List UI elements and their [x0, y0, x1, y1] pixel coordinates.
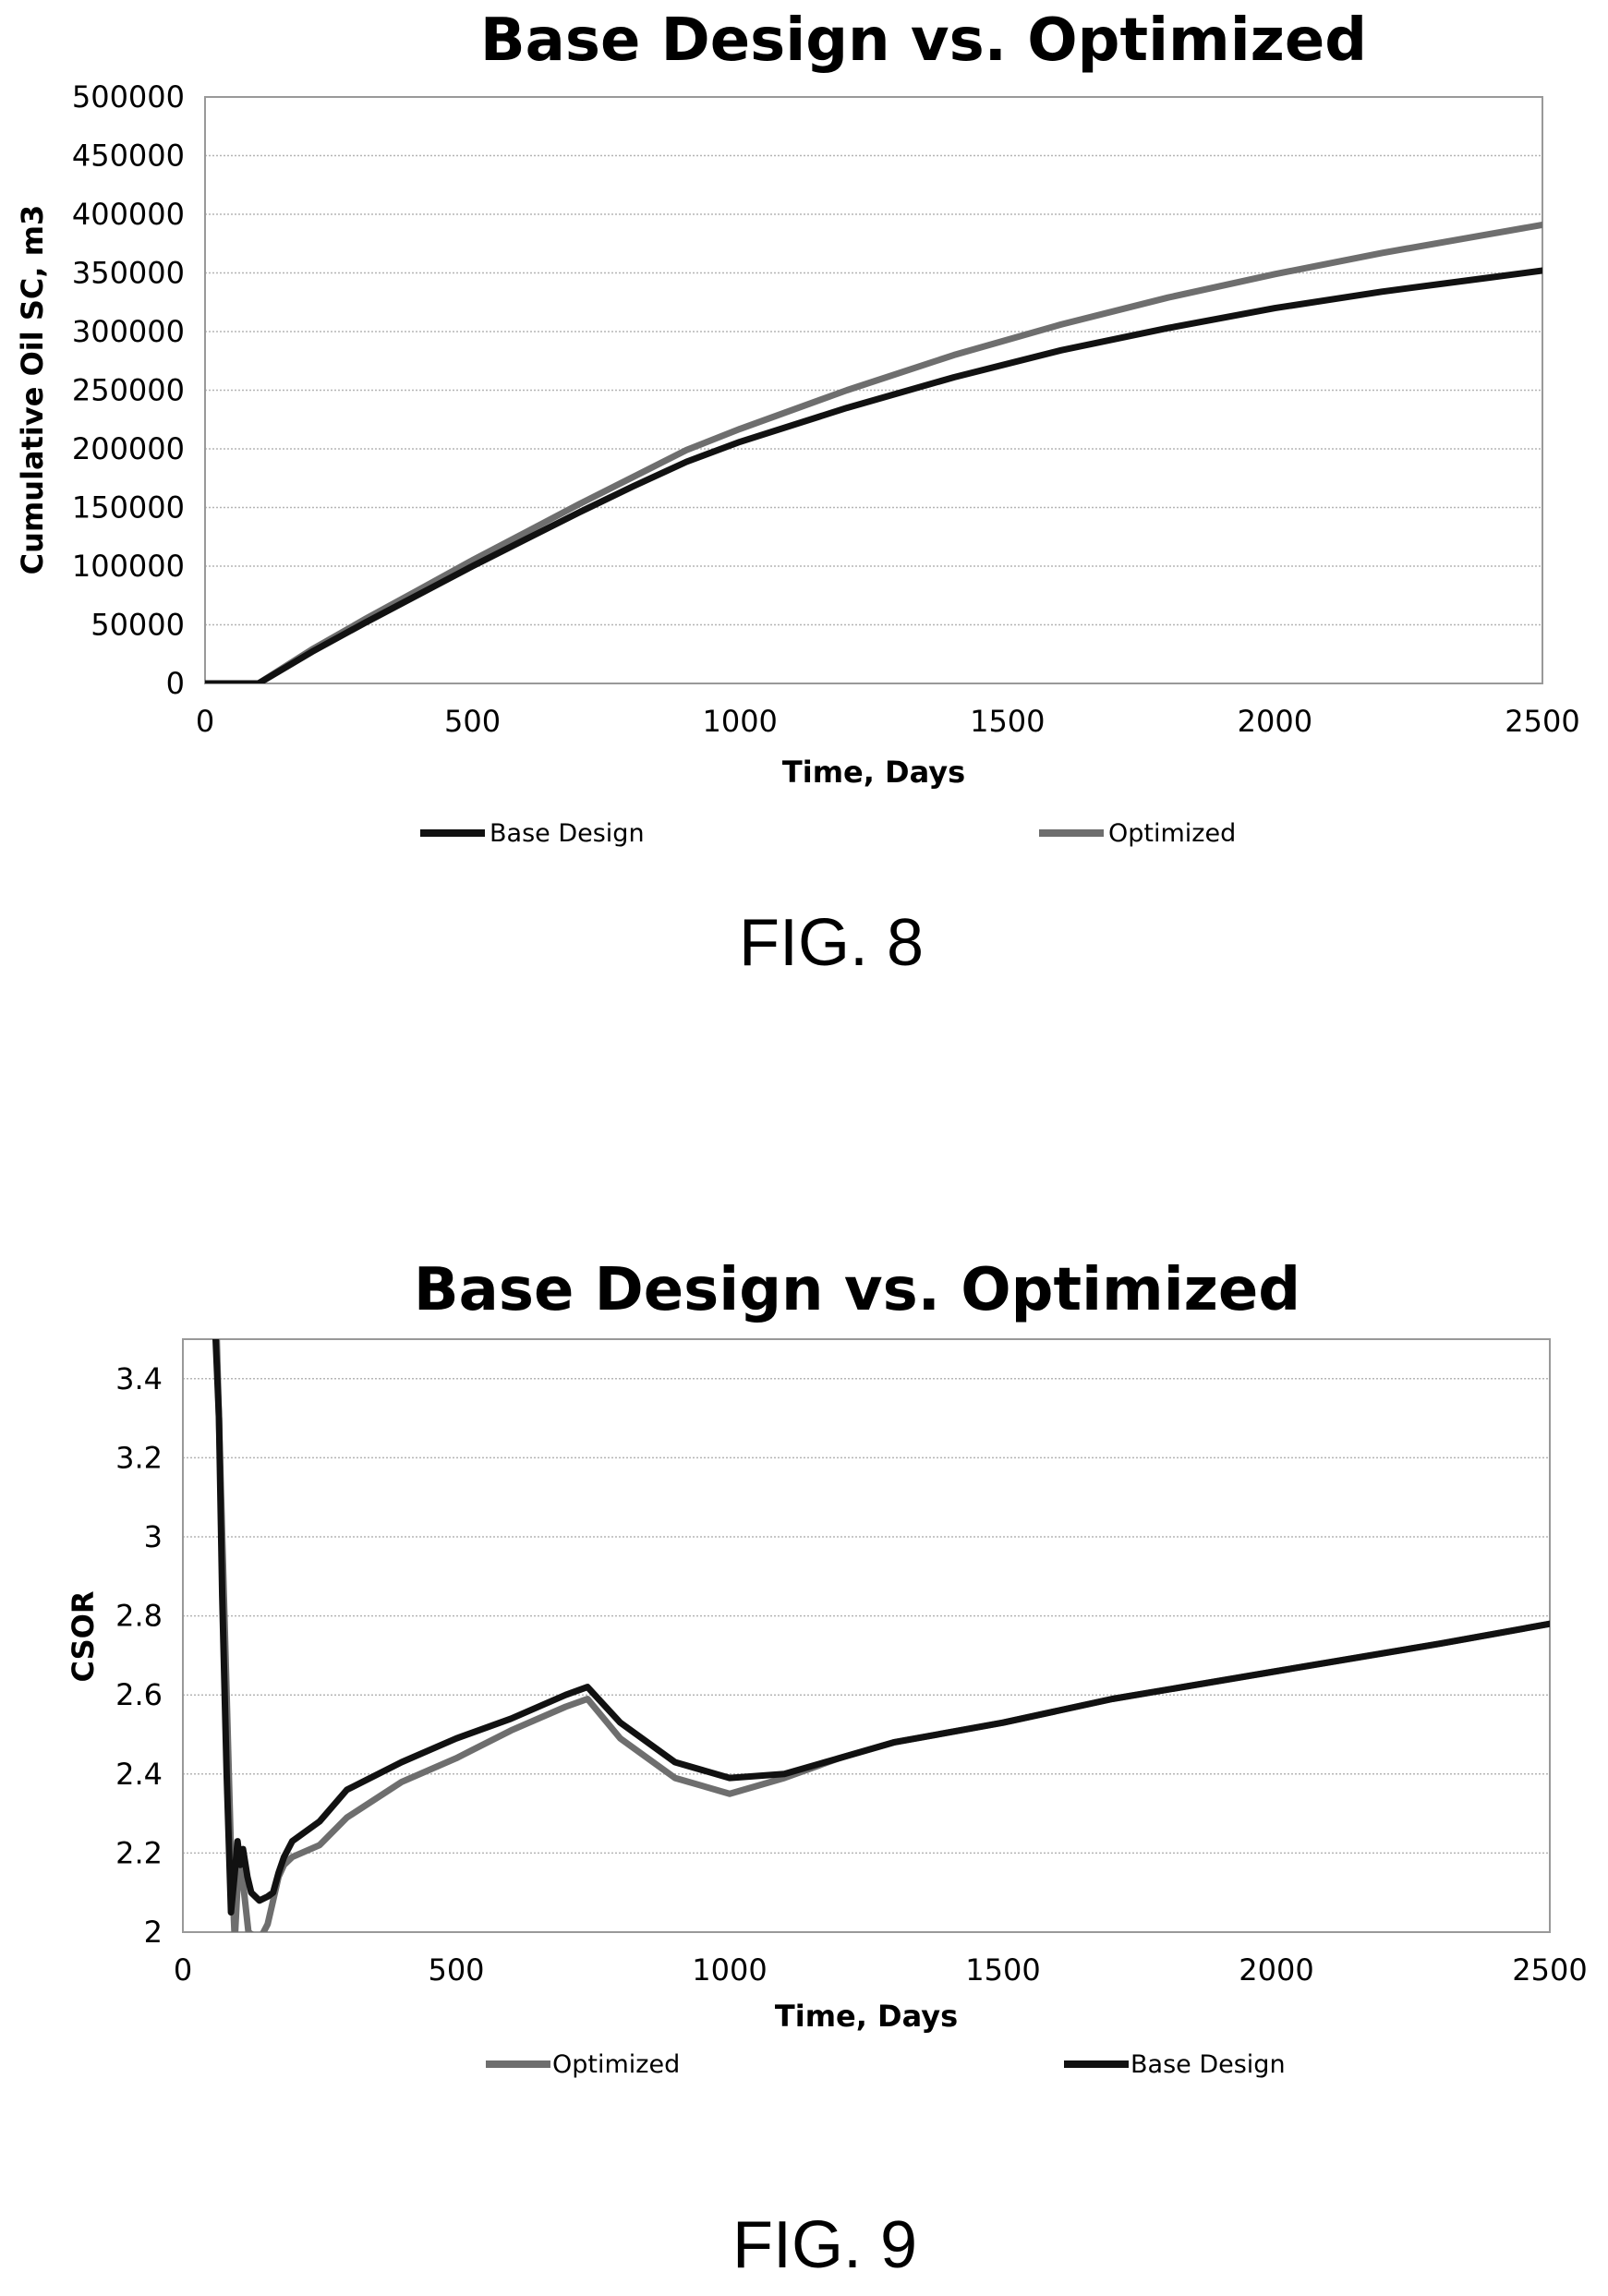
- legend-item-base-design: Base Design: [420, 819, 645, 848]
- x-tick-label: 1500: [965, 1952, 1040, 1988]
- x-tick-label: 1500: [970, 704, 1045, 739]
- series-line-optimized: [205, 221, 1542, 683]
- y-tick-label: 2.8: [115, 1599, 163, 1634]
- x-tick-label: 2500: [1505, 704, 1579, 739]
- y-tick-label: 2.6: [115, 1677, 163, 1712]
- legend-item-optimized: Optimized: [1039, 819, 1236, 848]
- legend: Optimized Base Design: [486, 2050, 1286, 2079]
- y-tick-label: 3.2: [115, 1440, 163, 1475]
- series-line-base-design: [205, 267, 1542, 683]
- figure-label-9: FIG. 9: [731, 2208, 918, 2282]
- series-line-optimized: [213, 1339, 1550, 1932]
- series-lines: [212, 1339, 1550, 1932]
- y-tick-label: 350000: [72, 256, 185, 291]
- y-tick-label: 2.2: [115, 1835, 163, 1870]
- y-tick-label: 3.4: [115, 1361, 163, 1396]
- x-tick-label: 500: [444, 704, 501, 739]
- y-tick-label: 50000: [91, 608, 185, 643]
- x-tick-label: 2000: [1238, 704, 1312, 739]
- y-tick-label: 450000: [72, 139, 185, 174]
- gridlines: [183, 1378, 1550, 1933]
- legend-label-optimized: Optimized: [1108, 819, 1236, 848]
- y-tick-label: 2: [144, 1915, 163, 1950]
- chart-title: Base Design vs. Optimized: [480, 6, 1367, 75]
- plot-area: [204, 96, 1543, 684]
- x-tick-labels: 0 500 1000 1500 2000 2500: [196, 704, 1580, 739]
- gridlines: [205, 96, 1542, 684]
- y-axis-title: CSOR: [66, 1591, 101, 1683]
- y-tick-labels: 2 2.2 2.4 2.6 2.8 3 3.2 3.4: [115, 1361, 163, 1950]
- series-line-base-design: [212, 1339, 1550, 1916]
- x-tick-label: 1000: [692, 1952, 767, 1988]
- x-tick-label: 1000: [702, 704, 777, 739]
- legend-item-optimized: Optimized: [486, 2050, 680, 2079]
- chart-csor: Base Design vs. Optimized 2 2.2 2.4 2.6 2.8 3…: [66, 1256, 1588, 2079]
- y-tick-label: 300000: [72, 314, 185, 349]
- x-tick-label: 0: [174, 1952, 192, 1988]
- y-tick-label: 0: [166, 666, 185, 701]
- plot-area: [182, 1338, 1551, 1933]
- x-axis-title: Time, Days: [782, 755, 965, 790]
- legend-label-optimized: Optimized: [552, 2050, 680, 2079]
- legend-label-base-design: Base Design: [1130, 2050, 1286, 2079]
- y-tick-label: 100000: [72, 549, 185, 584]
- legend-item-base-design: Base Design: [1064, 2050, 1286, 2079]
- x-tick-label: 0: [196, 704, 214, 739]
- y-tick-label: 150000: [72, 490, 185, 526]
- x-tick-label: 2000: [1239, 1952, 1313, 1988]
- legend-label-base-design: Base Design: [490, 819, 645, 848]
- y-tick-label: 400000: [72, 197, 185, 232]
- chart-cumulative-oil: Base Design vs. Optimized 0 50000 100000 15…: [15, 6, 1580, 848]
- chart-title: Base Design vs. Optimized: [414, 1256, 1300, 1324]
- x-tick-labels: 0 500 1000 1500 2000 2500: [174, 1952, 1588, 1988]
- y-tick-label: 500000: [72, 79, 185, 115]
- x-tick-label: 500: [428, 1952, 484, 1988]
- y-tick-label: 3: [144, 1519, 163, 1554]
- x-tick-label: 2500: [1512, 1952, 1587, 1988]
- series-lines: [205, 221, 1542, 683]
- figure-label-8: FIG. 8: [738, 906, 925, 980]
- y-tick-label: 200000: [72, 431, 185, 466]
- legend: Base Design Optimized: [420, 819, 1236, 848]
- y-tick-label: 2.4: [115, 1757, 163, 1792]
- y-tick-labels: 0 50000 100000 150000 200000 250000 300000 3500…: [72, 79, 185, 701]
- y-axis-title: Cumulative Oil SC, m3: [15, 205, 50, 575]
- x-axis-title: Time, Days: [775, 1999, 958, 2034]
- y-tick-label: 250000: [72, 373, 185, 408]
